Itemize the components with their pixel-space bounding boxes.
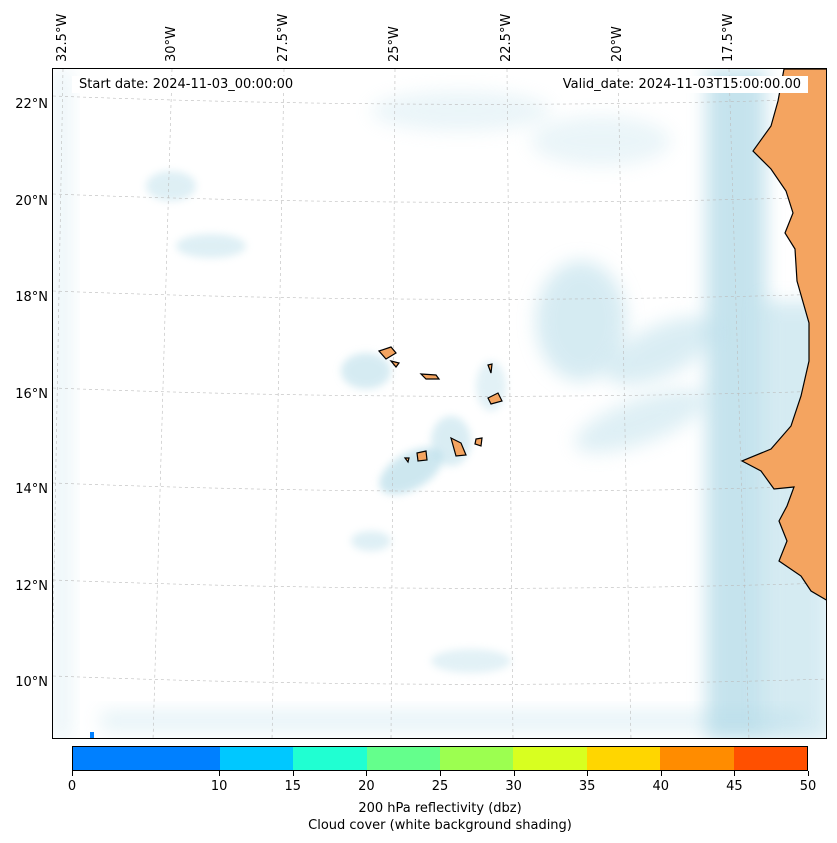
colorbar-sublabel: Cloud cover (white background shading) — [308, 818, 572, 833]
colorbar-segment — [513, 747, 587, 770]
colorbar-tick-label: 25 — [431, 779, 449, 794]
colorbar-segment — [366, 747, 441, 770]
colorbar-segment — [660, 747, 734, 770]
start-date-label: Start date: 2024-11-03_00:00:00 — [72, 76, 301, 93]
lon-label: 17.5°W — [721, 13, 736, 62]
lon-label: 32.5°W — [55, 13, 70, 62]
colorbar-tick — [440, 771, 441, 776]
colorbar-tick — [366, 771, 368, 776]
colorbar-tick-label: 20 — [358, 779, 375, 794]
colorbar-tick — [587, 771, 589, 776]
colorbar-tick-label: 50 — [799, 779, 817, 794]
lat-label: 14°N — [15, 482, 48, 497]
lat-label: 10°N — [15, 675, 48, 690]
colorbar-tick — [72, 771, 73, 776]
colorbar-tick-label: 15 — [284, 779, 302, 794]
lat-label: 16°N — [15, 387, 48, 402]
gridlines — [53, 69, 826, 738]
lat-label: 22°N — [15, 97, 48, 112]
colorbar-segment — [73, 747, 220, 770]
lon-label: 30°W — [164, 26, 179, 62]
colorbar-segment — [440, 747, 514, 770]
colorbar-tick — [660, 771, 662, 776]
colorbar-tick — [808, 771, 809, 776]
colorbar-tick-label: 40 — [652, 779, 670, 794]
colorbar-segment — [733, 747, 808, 770]
valid-date-label: Valid_date: 2024-11-03T15:00:00.00 — [555, 76, 808, 93]
cape-verde-islands — [377, 346, 503, 464]
colorbar-tick — [219, 771, 221, 776]
colorbar-segment — [219, 747, 294, 770]
colorbar-tick-label: 10 — [210, 779, 228, 794]
lon-label: 20°W — [610, 26, 625, 62]
colorbar-label: 200 hPa reflectivity (dbz) — [358, 801, 522, 816]
colorbar-tick-label: 45 — [726, 779, 743, 794]
cloud-shading — [53, 69, 826, 738]
lat-label: 20°N — [15, 194, 48, 209]
lat-label: 18°N — [15, 290, 48, 305]
lon-label: 25°W — [387, 26, 402, 62]
colorbar-segment — [586, 747, 661, 770]
colorbar-tick-label: 0 — [67, 779, 77, 794]
lat-label: 12°N — [15, 579, 48, 594]
colorbar-tick-label: 35 — [578, 779, 596, 794]
lon-label: 22.5°W — [499, 13, 514, 62]
colorbar-tick — [513, 771, 515, 776]
map-canvas — [53, 69, 826, 738]
map-panel[interactable] — [52, 68, 827, 739]
colorbar-tick — [734, 771, 736, 776]
reflectivity-echo — [90, 732, 94, 738]
colorbar-tick-label: 30 — [505, 779, 522, 794]
colorbar — [72, 746, 808, 771]
colorbar-tick — [292, 771, 294, 776]
lon-label: 27.5°W — [276, 13, 291, 62]
land-africa — [740, 69, 826, 601]
colorbar-segment — [293, 747, 367, 770]
